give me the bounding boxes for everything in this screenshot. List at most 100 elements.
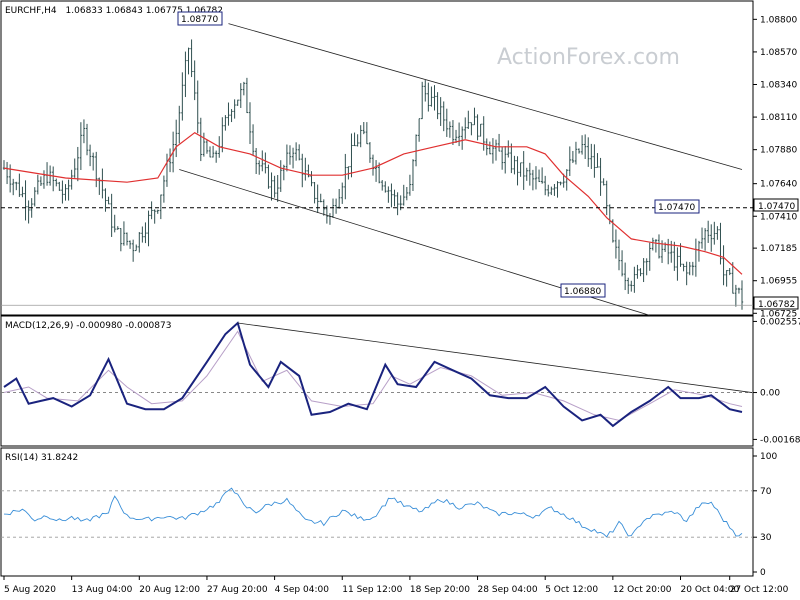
svg-text:1.08770: 1.08770 xyxy=(181,15,218,25)
candle xyxy=(301,153,304,188)
candle xyxy=(131,239,135,262)
candle xyxy=(298,144,301,161)
candle xyxy=(470,122,473,136)
high-price-label: 1.08770 xyxy=(177,11,223,26)
candle xyxy=(264,152,267,174)
x-tick-label: 12 Oct 20:00 xyxy=(613,585,672,595)
candle xyxy=(107,196,110,205)
candle xyxy=(156,209,159,214)
macd-main-line xyxy=(3,321,743,428)
candle xyxy=(276,175,279,202)
candle xyxy=(245,77,249,114)
candle xyxy=(82,119,86,144)
candle xyxy=(405,186,409,201)
candle xyxy=(510,143,513,174)
candle xyxy=(627,277,630,294)
price-y-tick-label: 1.07410 xyxy=(760,212,797,222)
candle xyxy=(125,232,129,246)
x-tick-label: 5 Oct 12:00 xyxy=(545,585,598,595)
candle xyxy=(110,193,113,237)
candle xyxy=(261,150,264,172)
candle xyxy=(568,146,571,176)
candle xyxy=(630,280,633,292)
candle xyxy=(599,157,602,196)
candle xyxy=(648,242,651,271)
candle xyxy=(230,109,233,123)
candle xyxy=(494,139,498,161)
candle xyxy=(116,226,119,230)
candle xyxy=(676,247,679,281)
x-tick-label: 4 Sep 04:00 xyxy=(275,585,330,595)
candle xyxy=(365,122,369,145)
candle xyxy=(282,164,286,181)
candle xyxy=(602,178,605,186)
candle xyxy=(716,226,719,240)
candle xyxy=(436,92,439,120)
candle xyxy=(236,99,239,106)
x-tick-label: 20 Oct 04:00 xyxy=(681,585,740,595)
candle xyxy=(544,175,547,196)
rsi-panel xyxy=(0,447,754,577)
candle xyxy=(491,138,495,164)
candle xyxy=(273,175,276,198)
candle xyxy=(402,184,405,206)
candle xyxy=(202,132,206,157)
candle xyxy=(21,186,24,198)
candle xyxy=(36,174,40,195)
candle xyxy=(500,146,504,170)
svg-text:1.06880: 1.06880 xyxy=(564,287,601,297)
candle xyxy=(460,126,464,150)
candle xyxy=(362,122,365,135)
candle xyxy=(737,287,741,294)
candle xyxy=(353,132,356,147)
candle xyxy=(617,239,621,271)
candle xyxy=(583,134,587,160)
candle xyxy=(344,153,347,200)
candle xyxy=(141,226,144,243)
candle xyxy=(556,181,559,198)
candle xyxy=(439,97,442,126)
macd-y-tick-label: 0.002557 xyxy=(760,317,800,327)
candle xyxy=(614,229,618,259)
price-y-axis: 1.08800 1.08570 1.08340 1.08110 1.07880 1.076… xyxy=(753,15,797,319)
candle xyxy=(713,221,716,245)
moving-average-line xyxy=(3,131,743,275)
candle xyxy=(224,115,227,131)
price-panel xyxy=(0,0,754,316)
candle xyxy=(356,134,359,147)
candle xyxy=(187,47,190,75)
candle xyxy=(639,268,642,277)
last-price-tag: 1.06782 xyxy=(753,296,799,310)
candle xyxy=(620,250,624,277)
candle xyxy=(571,150,575,164)
candle xyxy=(421,81,424,120)
x-tick-label: 27 Aug 20:00 xyxy=(207,585,268,595)
candle xyxy=(673,241,676,271)
candle xyxy=(193,60,196,101)
candle xyxy=(325,205,329,224)
candle xyxy=(504,145,507,174)
candle xyxy=(205,139,209,154)
candle xyxy=(233,99,236,119)
candle xyxy=(685,261,688,286)
candle xyxy=(12,178,15,196)
candle xyxy=(688,261,691,276)
candle xyxy=(119,228,123,252)
watermark: ActionForex.com xyxy=(497,45,680,70)
price-y-tick-label: 1.08570 xyxy=(760,48,797,58)
candle xyxy=(451,120,455,145)
candle xyxy=(427,82,430,112)
candle xyxy=(128,240,132,249)
candle xyxy=(734,284,738,307)
candle xyxy=(547,184,550,197)
price-candles xyxy=(2,39,744,310)
candle xyxy=(208,146,212,158)
candle xyxy=(442,101,445,132)
candle xyxy=(706,220,710,243)
candle xyxy=(414,134,418,167)
candle xyxy=(497,133,501,152)
candle xyxy=(476,114,479,141)
candle xyxy=(294,142,298,161)
macd-y-axis: 0.002557 0.00 -0.001685 xyxy=(753,317,800,445)
rsi-y-tick-label: 0 xyxy=(760,568,766,578)
